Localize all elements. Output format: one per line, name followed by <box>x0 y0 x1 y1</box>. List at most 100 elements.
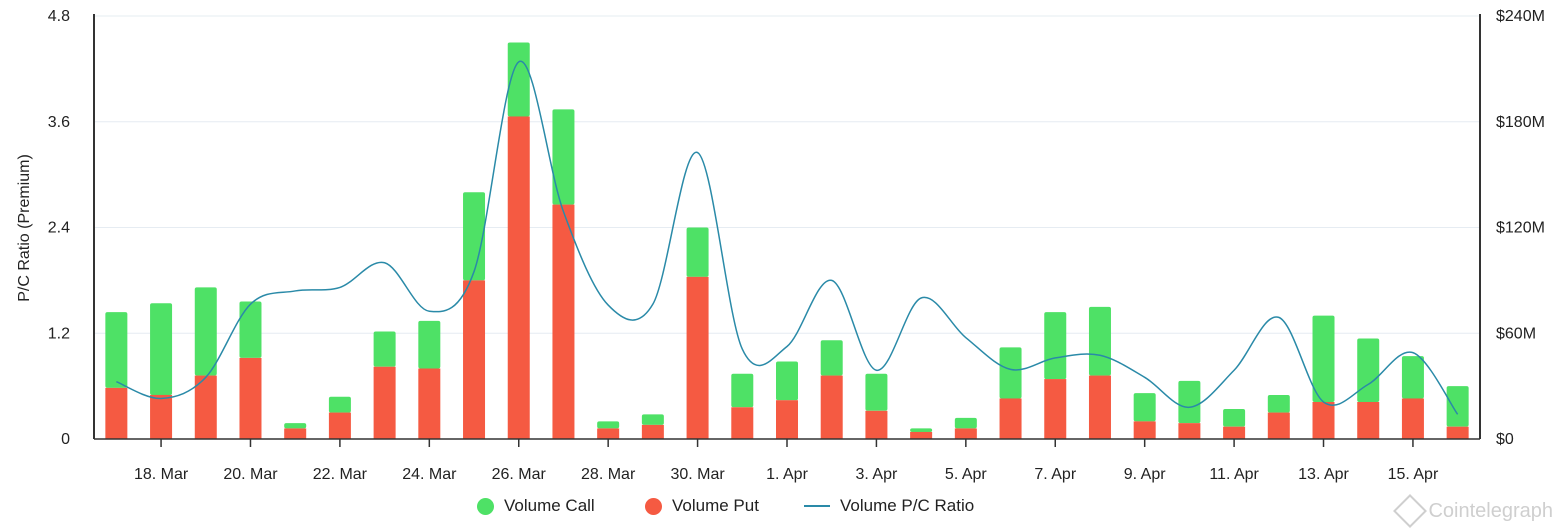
bar-put[interactable] <box>552 204 575 439</box>
y2-tick-label: $60M <box>1496 325 1536 342</box>
bar-call[interactable] <box>507 42 530 117</box>
bar-put[interactable] <box>1223 426 1246 439</box>
bar-put[interactable] <box>1446 426 1469 439</box>
bar-put[interactable] <box>418 368 441 440</box>
bar-call[interactable] <box>1133 393 1156 422</box>
bar-call[interactable] <box>194 287 217 376</box>
bar-call[interactable] <box>328 396 351 413</box>
bar-call[interactable] <box>418 320 441 369</box>
x-tick-label: 30. Mar <box>670 466 725 483</box>
watermark: Cointelegraph <box>1393 494 1553 528</box>
bar-call[interactable] <box>1357 338 1380 402</box>
bar-call[interactable] <box>373 331 396 367</box>
y-axis-label: P/C Ratio (Premium) <box>16 154 33 302</box>
y-tick-label: 0 <box>61 431 70 448</box>
legend-item-call[interactable]: Volume Call <box>477 496 595 516</box>
bar-call[interactable] <box>954 417 977 429</box>
x-tick-label: 5. Apr <box>945 466 987 483</box>
x-tick-label: 7. Apr <box>1034 466 1076 483</box>
x-ticks: 18. Mar 20. Mar 22. Mar 24. Mar 26. Mar 28. M… <box>134 439 1439 483</box>
bar-call[interactable] <box>597 421 620 429</box>
legend-item-put[interactable]: Volume Put <box>645 496 759 516</box>
bar-call[interactable] <box>820 340 843 376</box>
y-tick-label: 4.8 <box>48 8 70 25</box>
bar-put[interactable] <box>999 398 1022 439</box>
y2-tick-label: $0 <box>1496 431 1514 448</box>
legend-label-put: Volume Put <box>672 496 759 515</box>
bar-call[interactable] <box>552 109 575 205</box>
x-tick-label: 24. Mar <box>402 466 457 483</box>
bar-put[interactable] <box>731 407 754 439</box>
bar-put[interactable] <box>1088 375 1111 439</box>
bar-put[interactable] <box>776 400 798 439</box>
bar-put[interactable] <box>284 428 307 439</box>
bar-call[interactable] <box>239 301 262 358</box>
bar-put[interactable] <box>1044 379 1067 439</box>
x-tick-label: 13. Apr <box>1298 466 1349 483</box>
bar-call[interactable] <box>1312 315 1335 402</box>
bar-call[interactable] <box>1401 356 1424 399</box>
x-tick-label: 26. Mar <box>492 466 547 483</box>
bar-call[interactable] <box>999 347 1022 399</box>
put-swatch-icon <box>645 497 662 515</box>
bar-put[interactable] <box>865 410 888 439</box>
y2-tick-label: $240M <box>1496 8 1545 25</box>
y2-tick-label: $120M <box>1496 220 1545 237</box>
bar-call[interactable] <box>105 312 128 388</box>
bar-put[interactable] <box>1133 421 1156 439</box>
bar-put[interactable] <box>1357 401 1380 439</box>
bar-call[interactable] <box>641 414 664 425</box>
bar-call[interactable] <box>1178 380 1201 424</box>
bar-put[interactable] <box>105 387 128 439</box>
bar-put[interactable] <box>1178 423 1201 439</box>
bar-put[interactable] <box>1267 412 1290 439</box>
x-tick-label: 22. Mar <box>313 466 368 483</box>
bar-put[interactable] <box>239 357 262 439</box>
bar-call[interactable] <box>865 373 888 411</box>
x-tick-label: 28. Mar <box>581 466 636 483</box>
bar-call[interactable] <box>686 227 709 277</box>
bar-call[interactable] <box>731 373 754 408</box>
bar-call[interactable] <box>776 361 798 401</box>
bar-put[interactable] <box>597 428 620 439</box>
bar-put[interactable] <box>686 276 709 439</box>
bar-put[interactable] <box>150 394 173 439</box>
bar-put[interactable] <box>820 375 843 439</box>
call-swatch-icon <box>477 497 494 515</box>
bar-put[interactable] <box>507 116 530 440</box>
y-tick-label: 2.4 <box>48 220 70 237</box>
bar-call[interactable] <box>1044 312 1067 380</box>
bar-call[interactable] <box>1267 394 1290 413</box>
bar-put[interactable] <box>910 431 933 439</box>
pc-ratio-chart: 0 1.2 2.4 3.6 4.8 $0 $60M $120M $180M $240M 18. … <box>16 8 1545 483</box>
bar-call[interactable] <box>1223 409 1246 427</box>
bar-put[interactable] <box>194 375 217 439</box>
x-tick-label: 9. Apr <box>1124 466 1166 483</box>
bar-call[interactable] <box>284 423 307 429</box>
bar-put[interactable] <box>328 412 351 439</box>
x-tick-label: 11. Apr <box>1209 466 1259 483</box>
bar-call[interactable] <box>1446 386 1469 427</box>
bar-put[interactable] <box>373 366 396 439</box>
watermark-text: Cointelegraph <box>1428 499 1553 522</box>
bar-put[interactable] <box>954 428 977 439</box>
x-tick-label: 18. Mar <box>134 466 189 483</box>
bar-call[interactable] <box>463 192 486 281</box>
ratio-swatch-icon <box>804 505 830 507</box>
legend-item-ratio[interactable]: Volume P/C Ratio <box>804 496 974 516</box>
legend-label-ratio: Volume P/C Ratio <box>840 496 975 515</box>
ratio-line-path[interactable] <box>116 60 1459 415</box>
right-y-ticks: $0 $60M $120M $180M $240M <box>1496 8 1545 448</box>
cointelegraph-logo-icon <box>1393 494 1428 528</box>
x-tick-label: 15. Apr <box>1388 466 1439 483</box>
bar-put[interactable] <box>463 280 486 439</box>
y-tick-label: 1.2 <box>48 325 70 342</box>
bar-put[interactable] <box>1401 398 1424 439</box>
legend: Volume Call Volume Put Volume P/C Ratio <box>0 492 1565 522</box>
y2-tick-label: $180M <box>1496 114 1545 131</box>
bar-call[interactable] <box>150 303 173 395</box>
bar-call[interactable] <box>1088 306 1111 376</box>
bar-put[interactable] <box>641 424 664 439</box>
bar-call[interactable] <box>910 428 933 432</box>
bar-put[interactable] <box>1312 401 1335 439</box>
